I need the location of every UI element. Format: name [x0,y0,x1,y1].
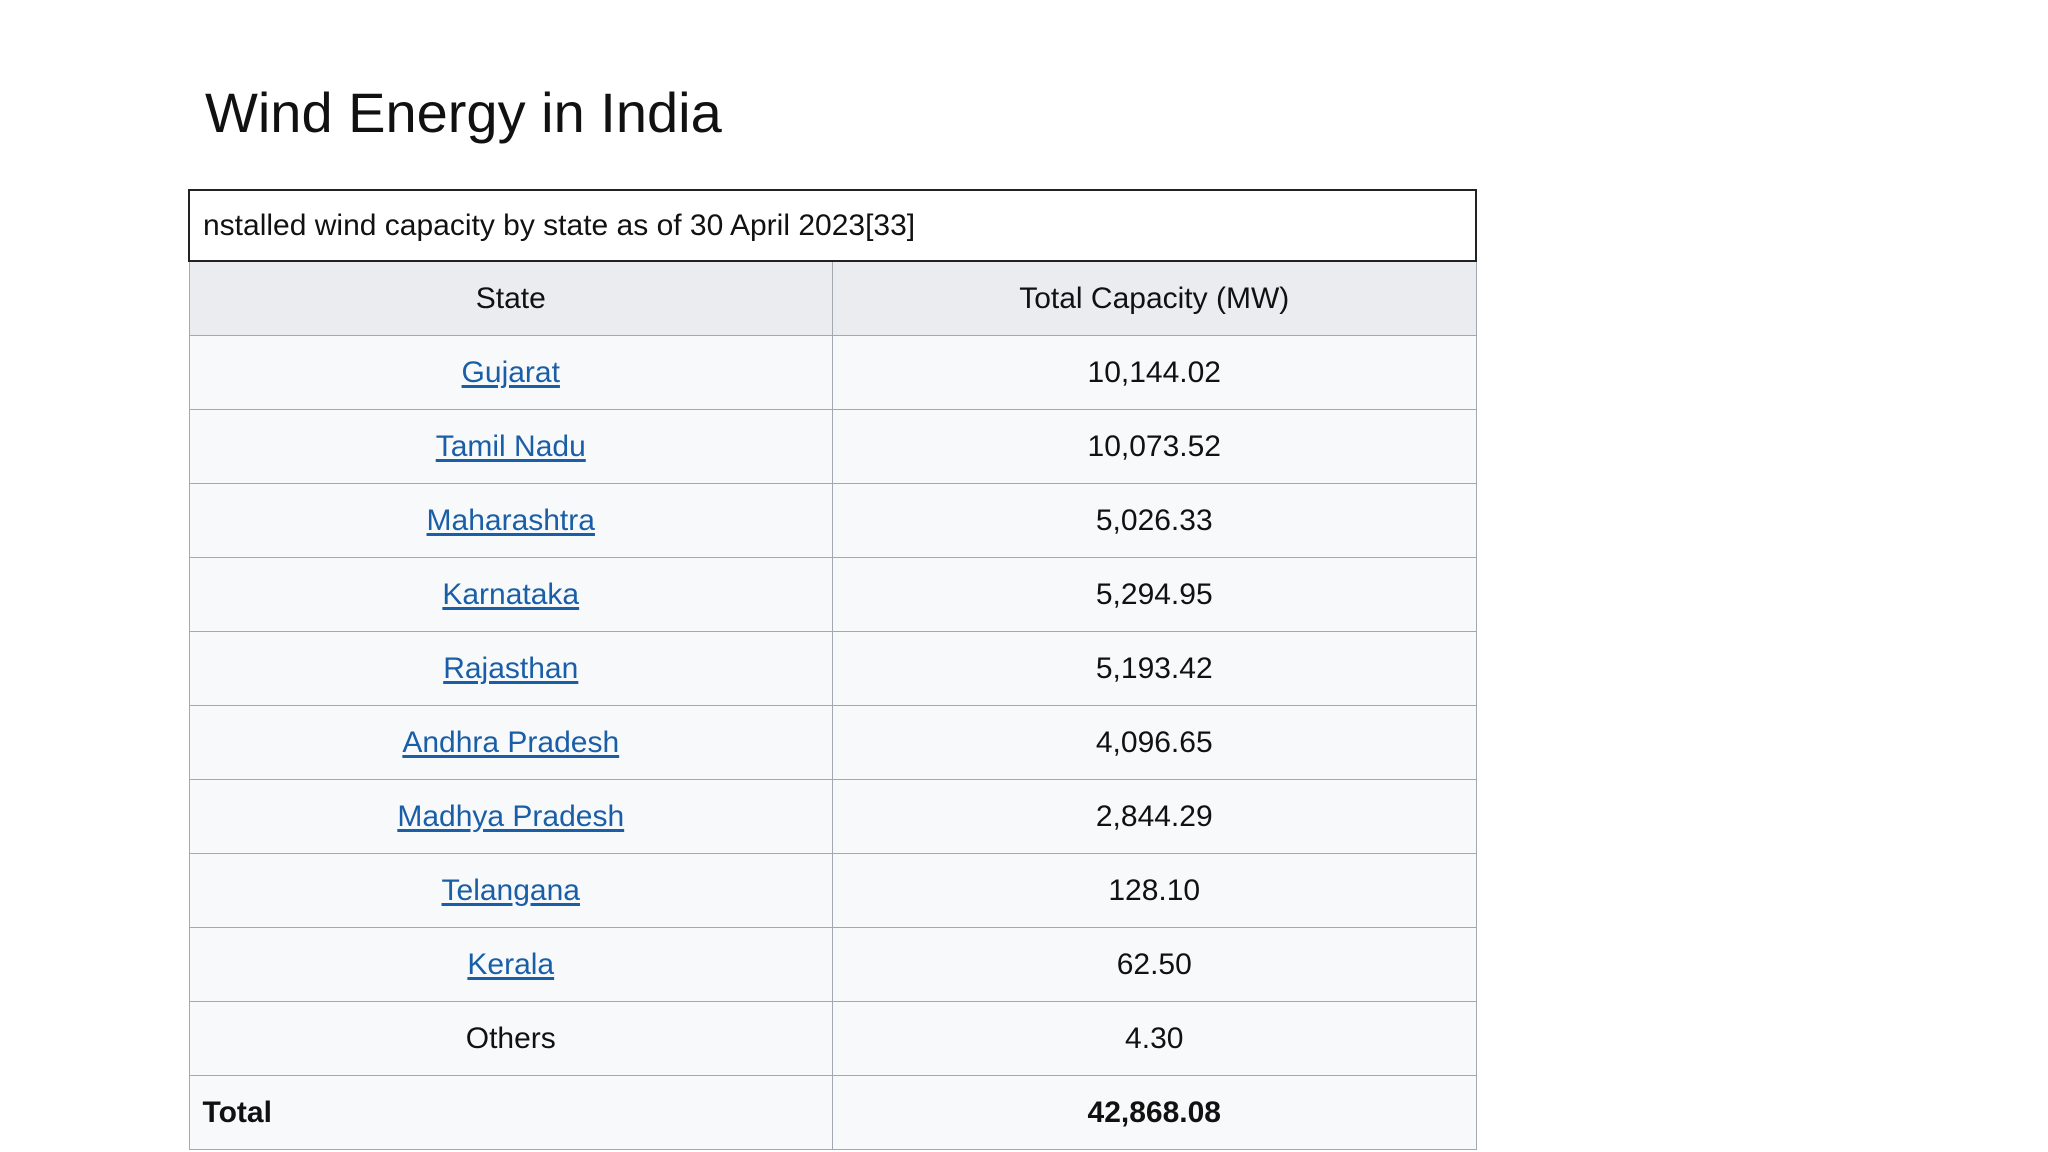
state-cell: Rajasthan [188,631,833,706]
state-cell: Karnataka [188,557,833,632]
table-caption: nstalled wind capacity by state as of 30… [188,189,1477,262]
capacity-cell: 4,096.65 [832,705,1477,780]
state-link-gujarat[interactable]: Gujarat [461,355,560,389]
state-link-karnataka[interactable]: Karnataka [442,577,580,611]
state-cell: Telangana [188,853,833,928]
state-cell: Kerala [188,927,833,1002]
total-value: 42,868.08 [832,1075,1477,1150]
table-row: Karnataka 5,294.95 [188,557,1477,632]
column-header-state[interactable]: State [188,260,833,336]
table-row: Madhya Pradesh 2,844.29 [188,779,1477,854]
capacity-cell: 2,844.29 [832,779,1477,854]
table-row: Telangana 128.10 [188,853,1477,928]
table-row: Andhra Pradesh 4,096.65 [188,705,1477,780]
state-link-andhra-pradesh[interactable]: Andhra Pradesh [402,725,620,759]
state-link-kerala[interactable]: Kerala [467,947,555,981]
state-cell: Tamil Nadu [188,409,833,484]
state-cell-others: Others [188,1001,833,1076]
state-link-tamil-nadu[interactable]: Tamil Nadu [435,429,586,463]
state-cell: Madhya Pradesh [188,779,833,854]
capacity-cell: 5,026.33 [832,483,1477,558]
capacity-cell: 4.30 [832,1001,1477,1076]
state-link-maharashtra[interactable]: Maharashtra [426,503,595,537]
table-row: Rajasthan 5,193.42 [188,631,1477,706]
table-row: Maharashtra 5,026.33 [188,483,1477,558]
state-cell: Maharashtra [188,483,833,558]
caption-row: nstalled wind capacity by state as of 30… [188,189,1477,262]
state-link-rajasthan[interactable]: Rajasthan [443,651,579,685]
table-row: Others 4.30 [188,1001,1477,1076]
capacity-cell: 128.10 [832,853,1477,928]
state-link-telangana[interactable]: Telangana [441,873,580,907]
state-cell: Andhra Pradesh [188,705,833,780]
table-row: Tamil Nadu 10,073.52 [188,409,1477,484]
capacity-cell: 5,193.42 [832,631,1477,706]
page-title: Wind Energy in India [205,81,722,144]
state-cell: Gujarat [188,335,833,410]
capacity-table: nstalled wind capacity by state as of 30… [188,189,1477,1150]
table-row: Gujarat 10,144.02 [188,335,1477,410]
total-row: Total 42,868.08 [188,1075,1477,1150]
capacity-cell: 5,294.95 [832,557,1477,632]
table-row: Kerala 62.50 [188,927,1477,1002]
column-header-capacity[interactable]: Total Capacity (MW) [832,260,1477,336]
header-row: State Total Capacity (MW) [188,260,1477,336]
state-link-madhya-pradesh[interactable]: Madhya Pradesh [397,799,625,833]
capacity-cell: 62.50 [832,927,1477,1002]
total-label: Total [188,1075,833,1150]
capacity-cell: 10,144.02 [832,335,1477,410]
capacity-table-container: nstalled wind capacity by state as of 30… [188,189,1477,1150]
capacity-cell: 10,073.52 [832,409,1477,484]
